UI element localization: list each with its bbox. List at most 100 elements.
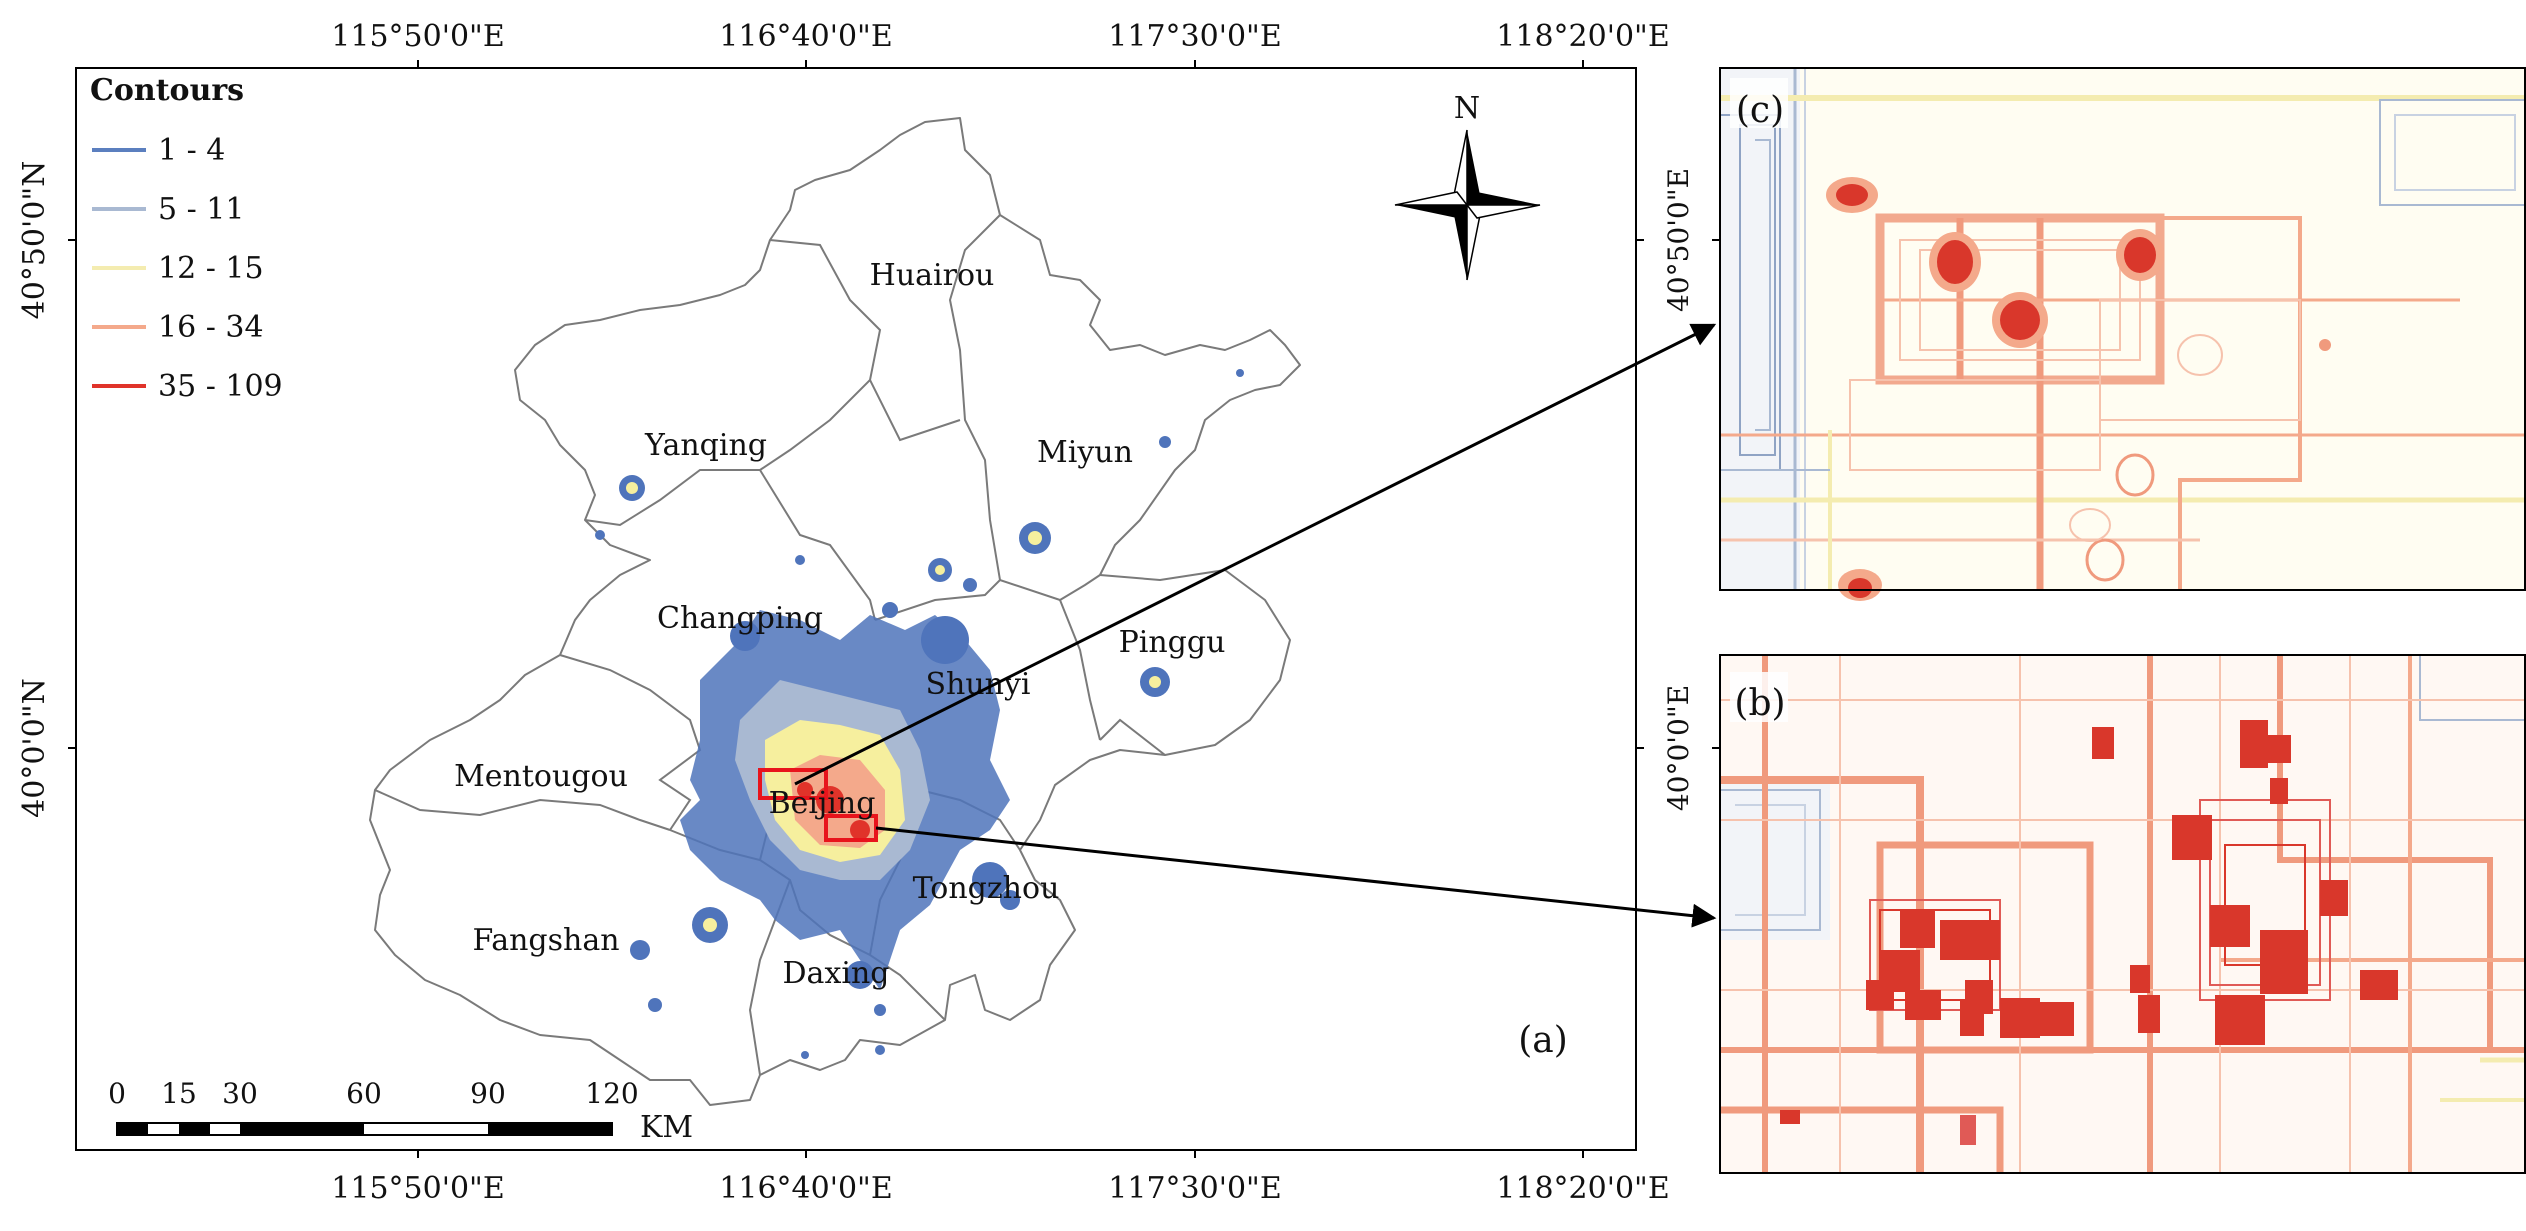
district-label-pinggu: Pinggu [1119, 625, 1226, 660]
scale-bar: 0 15 30 60 90 120 KM [108, 1077, 693, 1145]
inset-b-hotspot-17 [1905, 990, 1941, 1020]
inset-b-hotspot-8 [2260, 930, 2308, 994]
north-arrow-icon: N [1394, 91, 1541, 281]
arrow-to-c [794, 323, 1717, 786]
inset-b-hotspot-4 [2270, 778, 2288, 804]
highlight-box-c [758, 768, 828, 800]
inset-b-hotspot-12 [2138, 995, 2160, 1033]
inset-b-hotspot-21 [1960, 1000, 1984, 1036]
scale-tick-90: 90 [470, 1077, 506, 1110]
legend-title: Contours [90, 73, 244, 108]
miyun-small [1159, 436, 1171, 448]
shunyi-cluster [921, 616, 969, 664]
scale-unit: KM [640, 1110, 693, 1145]
north-small [1236, 369, 1244, 377]
inset-b-hotspot-7 [2210, 905, 2250, 947]
south-small-2 [874, 1004, 886, 1016]
district-label-changping: Changping [657, 601, 823, 636]
urban-hotspot-1 [816, 786, 844, 814]
south-small-4 [801, 1051, 809, 1059]
top-axis-label-1: 115°50'0"E [331, 19, 504, 54]
panel-label-c: (c) [1736, 90, 1784, 131]
urban-hotspot-3 [797, 782, 813, 798]
district-label-daxing: Daxing [783, 956, 890, 991]
scale-tick-0: 0 [108, 1077, 126, 1110]
scale-tick-30: 30 [222, 1077, 258, 1110]
shunyi-small [963, 578, 977, 592]
inset-c-ring-4 [2177, 334, 2223, 376]
inset-c-lat-label: 40°50'0"E [1662, 168, 1695, 312]
inset-b-hotspot-3 [2265, 735, 2291, 763]
bottom-axis: 115°50'0"E 116°40'0"E 117°30'0"E 118°20'… [331, 1150, 1670, 1206]
inset-b-hotspot-10 [2215, 995, 2265, 1045]
bottom-axis-label-3: 117°30'0"E [1108, 1171, 1281, 1206]
left-axis: 40°50'0"N 40°0'0"N [17, 161, 76, 818]
inset-b-hotspot-11 [2130, 965, 2150, 993]
scale-tick-15: 15 [161, 1077, 197, 1110]
district-label-yanqing: Yanqing [644, 428, 767, 463]
yanqing-small [595, 530, 605, 540]
inset-b-hotspot-2 [2240, 720, 2268, 768]
main-map: 115°50'0"E 116°40'0"E 117°30'0"E 118°20'… [17, 19, 1670, 1206]
north-label: N [1454, 91, 1480, 126]
urban-hotspot-2 [850, 820, 870, 840]
bottom-axis-label-2: 116°40'0"E [719, 1171, 892, 1206]
inset-b-hotspot-13 [1900, 910, 1935, 948]
inset-c: (c) 40°50'0"E [1662, 67, 2526, 601]
bottom-axis-label-1: 115°50'0"E [331, 1171, 504, 1206]
beijing-outline [369, 117, 1301, 1106]
district-label-shunyi: Shunyi [925, 667, 1030, 702]
inset-b: (b) 40°0'0"E [1662, 654, 2526, 1174]
district-label-beijing: Beijing [769, 786, 876, 821]
bottom-axis-label-4: 118°20'0"E [1496, 1171, 1669, 1206]
legend-label-1: 1 - 4 [158, 133, 225, 168]
left-axis-label-2: 40°0'0"N [17, 678, 52, 818]
top-axis-label-2: 116°40'0"E [719, 19, 892, 54]
inset-b-hotspot-23 [1960, 1115, 1976, 1145]
changping-small-2 [882, 602, 898, 618]
left-axis-label-1: 40°50'0"N [17, 161, 52, 320]
daxing-cluster [846, 961, 874, 989]
south-small-3 [875, 1045, 885, 1055]
panel-label-b: (b) [1734, 683, 1785, 724]
inset-b-hotspot-14 [1940, 920, 2000, 960]
top-axis: 115°50'0"E 116°40'0"E 117°30'0"E 118°20'… [331, 19, 1670, 68]
arrow-to-b [875, 826, 1717, 928]
inset-b-hotspot-16 [1866, 980, 1894, 1010]
legend-label-5: 35 - 109 [158, 369, 283, 404]
district-label-mentougou: Mentougou [454, 759, 628, 794]
district-label-miyun: Miyun [1037, 435, 1133, 470]
panel-label-a: (a) [1518, 1020, 1568, 1061]
fangshan-small [630, 940, 650, 960]
tongzhou-cluster [972, 862, 1008, 898]
east-small [1000, 890, 1020, 910]
legend: Contours 1 - 4 5 - 11 12 - 15 16 - 34 35… [90, 73, 283, 404]
top-axis-label-3: 117°30'0"E [1108, 19, 1281, 54]
inset-c-frame [1719, 67, 2526, 591]
inset-b-hotspot-1 [2092, 727, 2114, 759]
inset-b-hotspot-22 [1780, 1110, 1800, 1124]
inset-b-hotspot-20 [2040, 1002, 2074, 1036]
inset-b-hotspot-19 [2000, 998, 2040, 1038]
changping-small [795, 555, 805, 565]
inset-c-hotspots [1826, 177, 2331, 601]
legend-label-4: 16 - 34 [158, 310, 264, 345]
district-label-fangshan: Fangshan [472, 923, 619, 958]
inset-b-frame [1719, 654, 2526, 1174]
south-small-1 [648, 998, 662, 1012]
district-label-huairou: Huairou [870, 258, 995, 293]
inset-c-ring-3 [2069, 508, 2111, 542]
district-label-tongzhou: Tongzhou [913, 871, 1060, 906]
inset-c-ring-2 [2085, 538, 2125, 582]
legend-label-2: 5 - 11 [158, 192, 244, 227]
inset-b-hotspots [1780, 720, 2398, 1145]
scale-tick-120: 120 [585, 1077, 638, 1110]
inset-b-lat-label: 40°0'0"E [1662, 685, 1695, 811]
inset-b-hotspot-5 [2172, 815, 2212, 860]
district-labels: Huairou Yanqing Miyun Changping Pinggu S… [454, 258, 1225, 991]
inset-b-hotspot-9 [2360, 970, 2398, 1000]
scale-tick-60: 60 [346, 1077, 382, 1110]
top-axis-label-4: 118°20'0"E [1496, 19, 1669, 54]
inset-c-dot [2319, 339, 2331, 351]
legend-label-3: 12 - 15 [158, 251, 264, 286]
